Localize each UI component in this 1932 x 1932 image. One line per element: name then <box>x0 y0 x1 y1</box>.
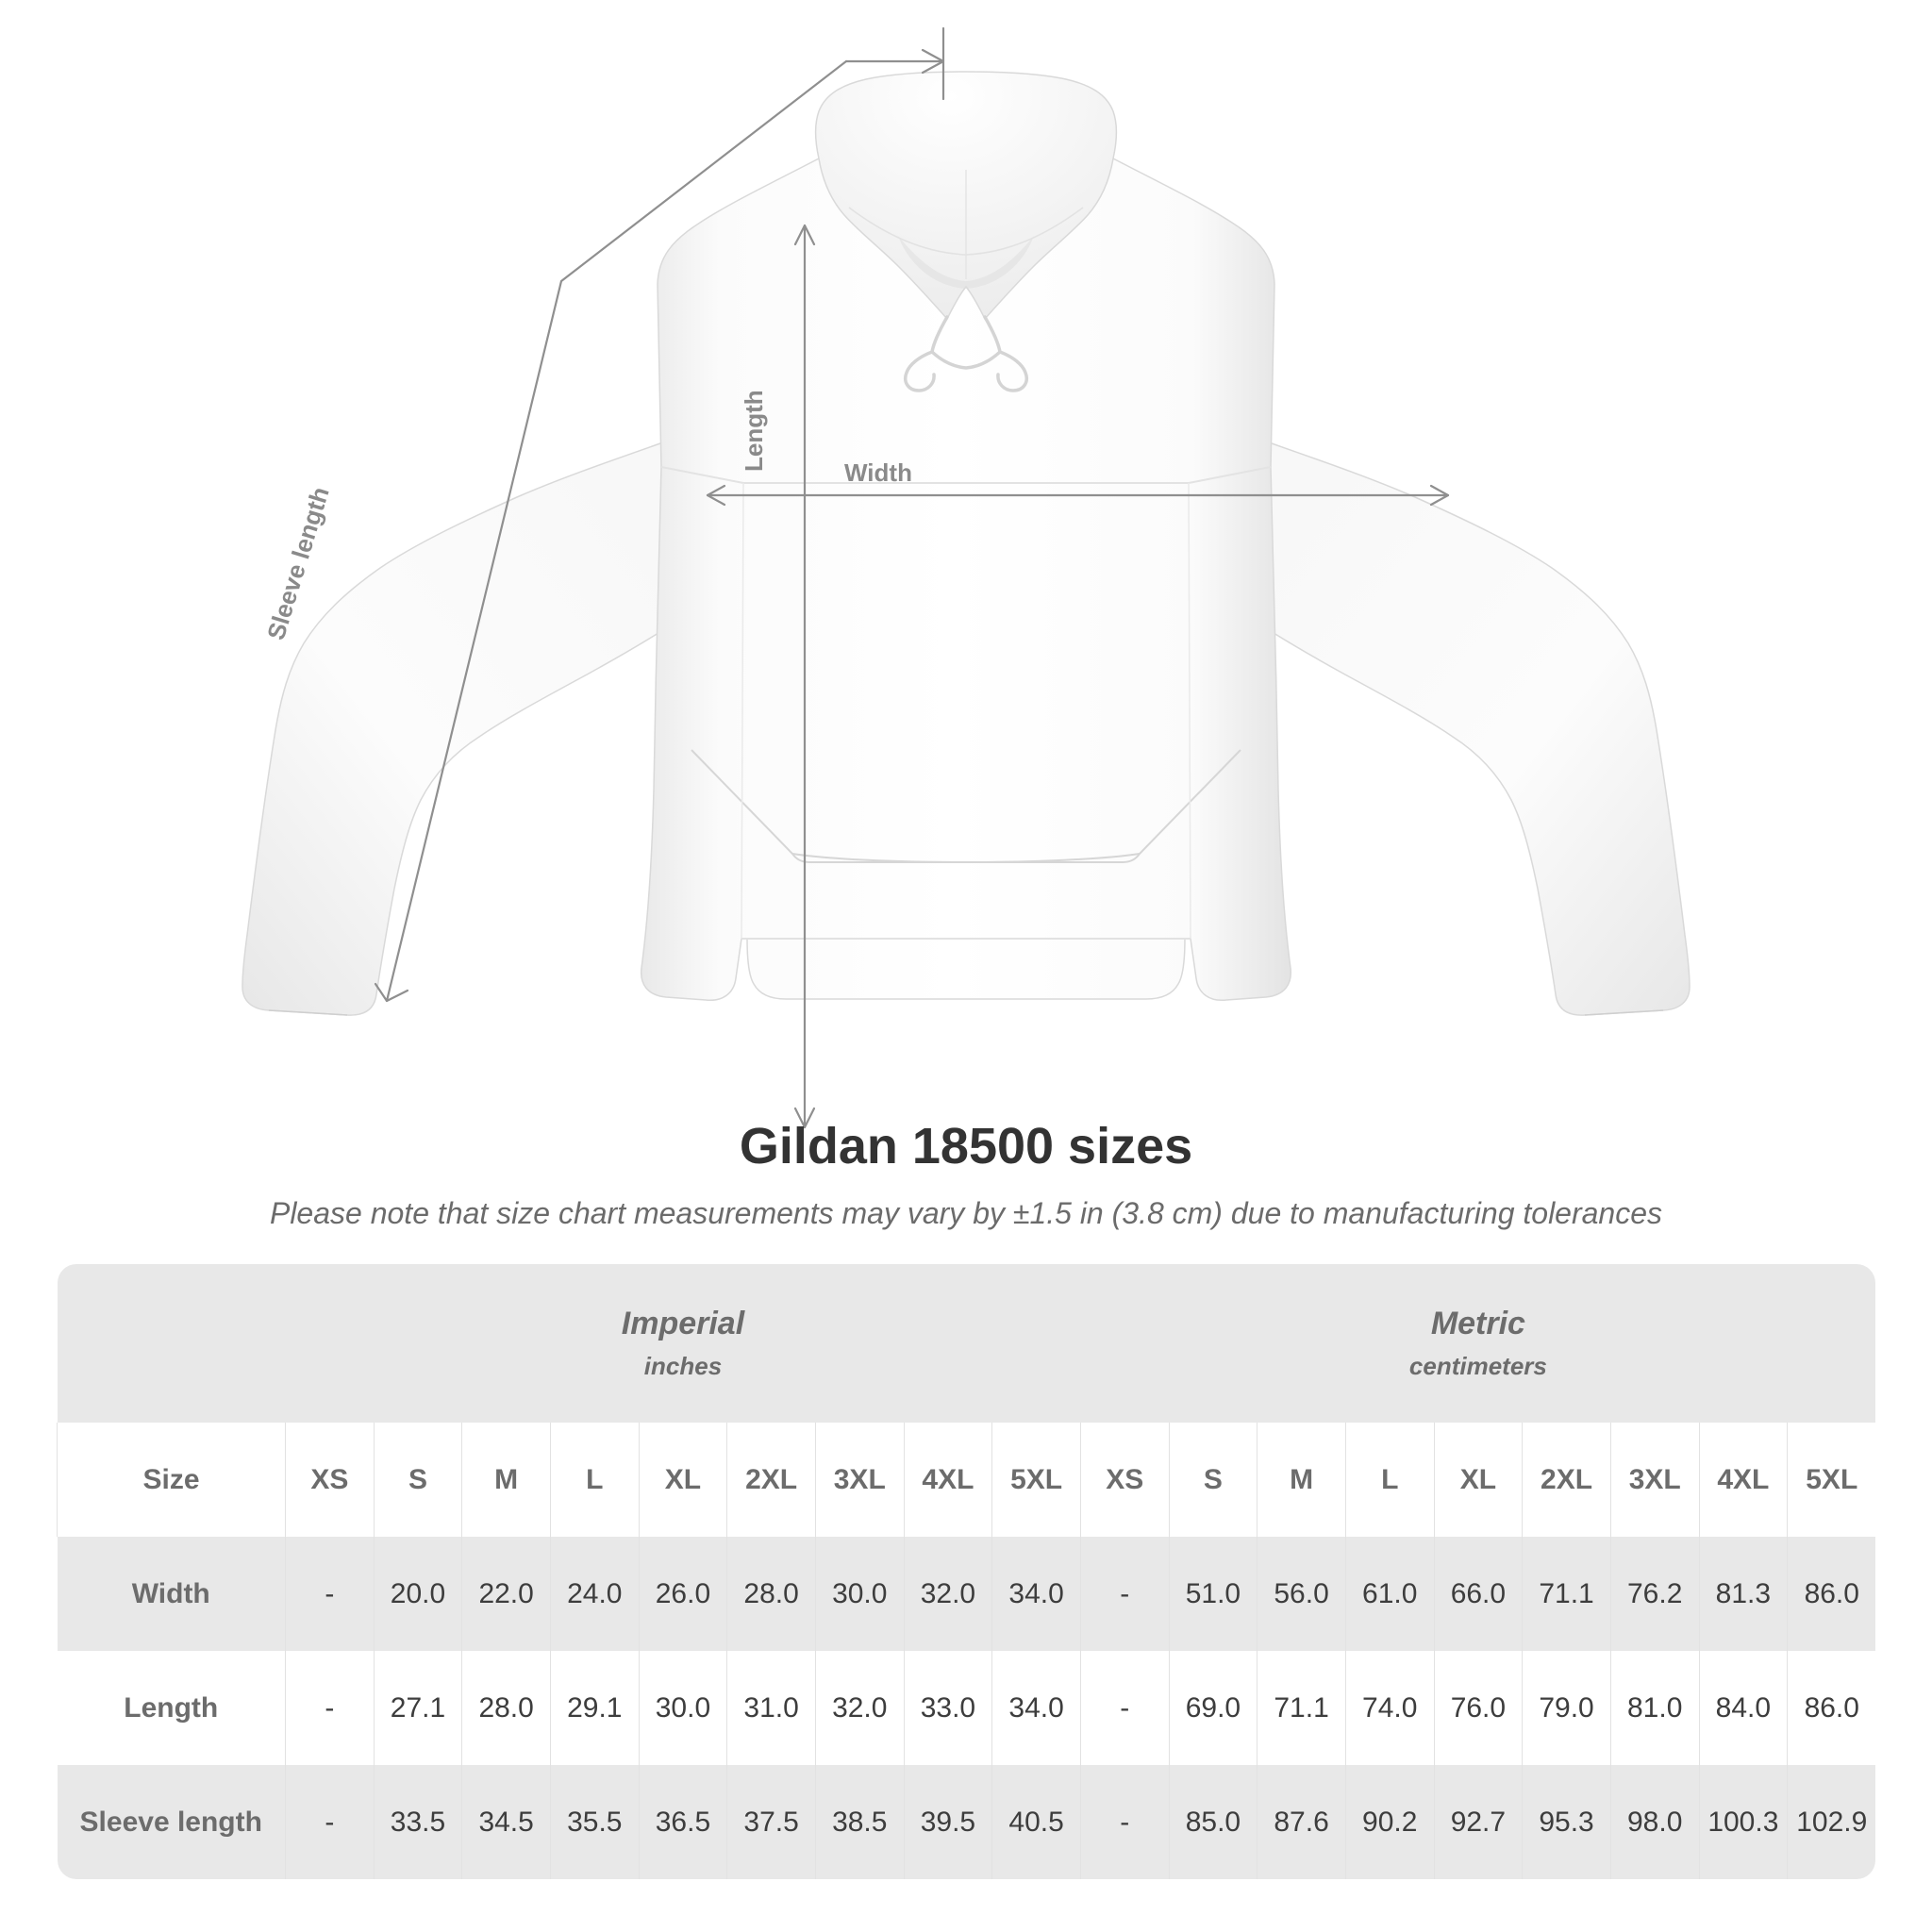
svg-text:Length: Length <box>740 390 768 472</box>
svg-text:Width: Width <box>844 458 912 487</box>
